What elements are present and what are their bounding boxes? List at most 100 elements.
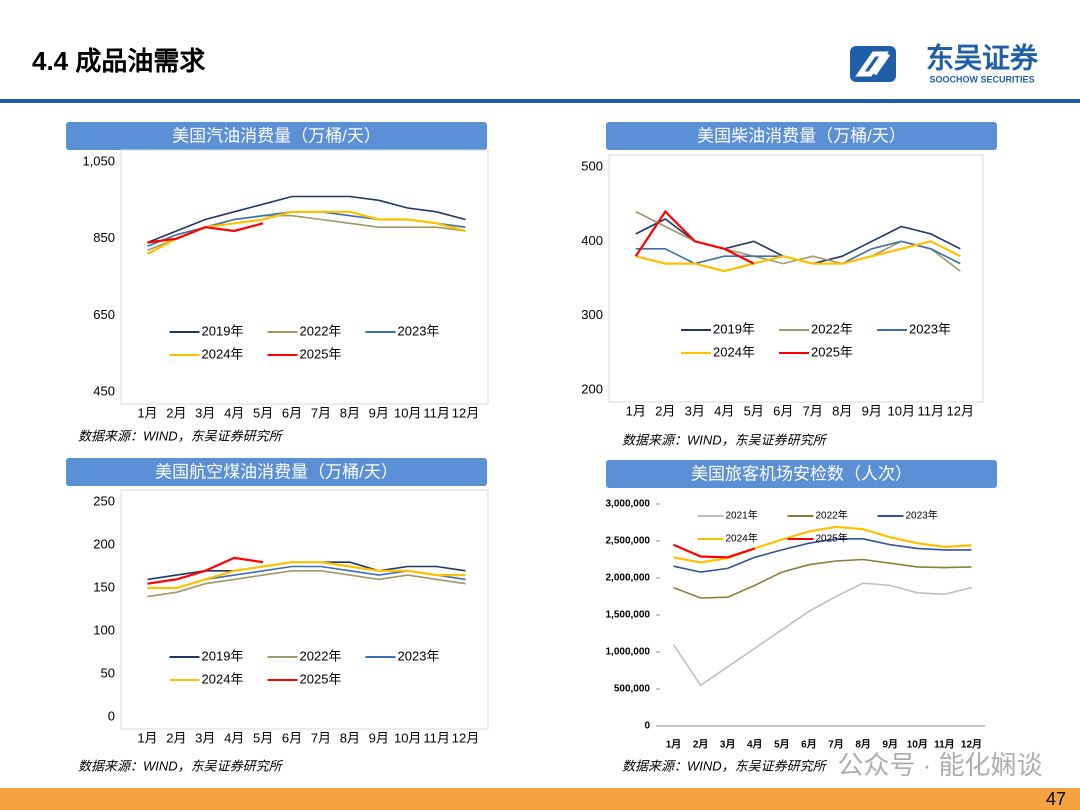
y-tick-label: 2,500,000 (606, 536, 651, 547)
series-line (673, 538, 972, 573)
legend-label: 2022年 (816, 509, 848, 522)
x-tick-label: 8月 (855, 739, 871, 751)
chart-header (66, 122, 487, 150)
plot-frame (608, 154, 984, 403)
series-line (147, 556, 264, 585)
x-tick-label: 4月 (714, 403, 734, 418)
x-tick-label: 4月 (747, 739, 763, 751)
y-tick-label: 500,000 (614, 684, 651, 695)
y-tick-label: 400 (581, 233, 603, 248)
y-tick-label: 200 (581, 381, 603, 396)
x-tick-label: 2月 (166, 405, 186, 420)
x-tick-label: 9月 (882, 739, 898, 751)
x-tick-label: 3月 (195, 405, 215, 420)
legend-label: 2025年 (300, 346, 342, 361)
legend-label: 2024年 (202, 671, 244, 686)
x-tick-label: 11月 (918, 403, 945, 418)
legend-label: 2025年 (811, 344, 853, 359)
x-tick-label: 6月 (282, 405, 302, 420)
series-line (635, 210, 961, 272)
logo-stroke (855, 51, 891, 77)
legend-label: 2023年 (909, 321, 951, 336)
chart-source: 数据来源：WIND，东吴证券研究所 (78, 428, 284, 443)
x-tick-label: 7月 (828, 739, 844, 751)
series-line (672, 582, 972, 687)
x-tick-label: 7月 (311, 405, 331, 420)
x-tick-label: 2月 (693, 739, 709, 751)
brand-en: SOOCHOW SECURITIES (929, 74, 1034, 84)
page-number: 47 (1046, 789, 1066, 809)
x-tick-label: 5月 (774, 739, 790, 751)
y-tick-label: 300 (581, 307, 603, 322)
y-tick-label: 0 (644, 721, 650, 732)
x-tick-label: 7月 (311, 730, 331, 745)
y-tick-label: 1,500,000 (606, 610, 651, 621)
series-line (147, 195, 466, 244)
chart-title: 美国汽油消费量（万桶/天） (172, 126, 381, 145)
x-tick-label: 11月 (423, 730, 450, 745)
plot-frame (120, 489, 489, 730)
x-tick-label: 9月 (862, 403, 882, 418)
series-line (634, 209, 755, 265)
x-tick-label: 2月 (166, 730, 186, 745)
chart-title: 美国旅客机场安检数（人次） (691, 464, 912, 483)
x-tick-label: 1月 (626, 403, 646, 418)
y-tick-label: 0 (108, 708, 115, 723)
legend-label: 2023年 (906, 509, 938, 522)
watermark: 公众号 · 能化娴谈 (837, 750, 1042, 780)
plot-frame (120, 149, 489, 405)
y-tick-label: 100 (93, 622, 115, 637)
series-line (635, 240, 961, 273)
x-tick-label: 5月 (253, 405, 273, 420)
chart-source: 数据来源：WIND，东吴证券研究所 (622, 432, 828, 447)
x-tick-label: 4月 (224, 405, 244, 420)
x-tick-label: 12月 (452, 405, 479, 420)
legend-label: 2024年 (726, 532, 758, 545)
y-tick-label: 2,000,000 (606, 573, 651, 584)
series-line (673, 558, 972, 599)
x-tick-label: 10月 (394, 405, 421, 420)
x-tick-label: 11月 (934, 739, 955, 751)
legend-label: 2022年 (811, 321, 853, 336)
legend-label: 2023年 (398, 648, 440, 663)
y-tick-label: 150 (93, 579, 115, 594)
chart-title: 美国柴油消费量（万桶/天） (697, 126, 906, 145)
legend-label: 2019年 (202, 323, 244, 338)
x-tick-label: 10月 (907, 739, 928, 751)
y-tick-label: 450 (93, 383, 115, 398)
x-tick-label: 12月 (452, 730, 479, 745)
y-tick-label: 1,000,000 (606, 647, 651, 658)
chart-source: 数据来源：WIND，东吴证券研究所 (622, 758, 828, 773)
x-tick-label: 9月 (369, 405, 389, 420)
y-tick-label: 250 (93, 493, 115, 508)
x-tick-label: 10月 (888, 403, 915, 418)
y-tick-label: 500 (581, 158, 603, 173)
y-tick-label: 3,000,000 (606, 499, 651, 510)
x-tick-label: 8月 (340, 730, 360, 745)
logo (850, 46, 896, 82)
legend-label: 2019年 (202, 648, 244, 663)
page-title: 4.4 成品油需求 (32, 46, 205, 76)
legend-label: 2022年 (300, 648, 342, 663)
legend-label: 2024年 (713, 344, 755, 359)
series-line (147, 570, 466, 598)
footer-bar (0, 788, 1080, 810)
legend-label: 2022年 (300, 323, 342, 338)
x-tick-label: 3月 (720, 739, 736, 751)
x-tick-label: 3月 (685, 403, 705, 418)
x-tick-label: 1月 (137, 405, 157, 420)
x-tick-label: 11月 (423, 405, 450, 420)
y-tick-label: 50 (101, 665, 115, 680)
legend-label: 2025年 (816, 532, 848, 545)
series-line (147, 222, 264, 244)
legend-label: 2023年 (398, 323, 440, 338)
x-tick-label: 9月 (369, 730, 389, 745)
y-tick-label: 850 (93, 230, 115, 245)
x-tick-label: 8月 (832, 403, 852, 418)
chart-header (606, 460, 997, 488)
series-line (673, 543, 756, 559)
series-line (147, 561, 466, 590)
chart-source: 数据来源：WIND，东吴证券研究所 (78, 758, 284, 773)
x-tick-label: 4月 (224, 730, 244, 745)
